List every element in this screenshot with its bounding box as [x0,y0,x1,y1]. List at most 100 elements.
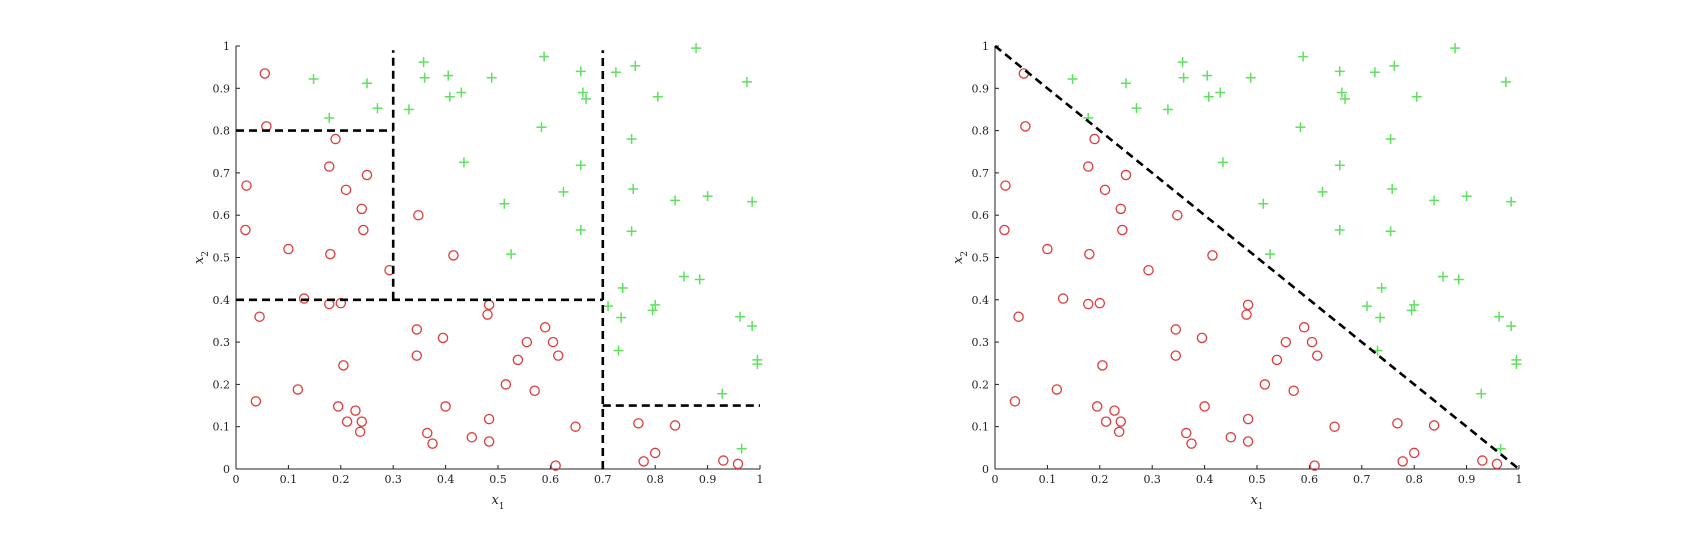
plus-point [558,186,569,197]
y-tick-label: 0.6 [213,209,231,222]
circle-point [324,161,335,172]
plus-point [1506,321,1517,332]
circle-point [483,299,495,311]
plus-point [1121,78,1131,89]
plus-point [613,345,624,356]
circle-point [1225,432,1237,443]
plus-point [1495,443,1506,454]
plus-point [1178,72,1189,83]
circle-point [649,447,661,459]
plus-point [1369,67,1380,78]
plus-point [1217,157,1228,168]
circle-point [1172,209,1183,221]
circle-point [1009,396,1021,407]
circle-point [1084,248,1095,260]
plus-point [1298,51,1309,62]
circle-point [1013,311,1024,322]
plus-point [499,198,510,209]
circle-point [332,401,344,412]
x-tick-label: 0.4 [1196,473,1214,486]
y-tick-label: 0.5 [972,252,990,265]
plus-point [1340,93,1351,104]
y-tick-label: 0 [982,463,989,476]
circle-point [1181,427,1192,439]
plus-point [1202,70,1213,81]
circle-point [427,438,438,449]
plus-point [1494,311,1505,322]
circle-point [732,458,744,470]
circle-point [448,250,459,261]
circle-point [547,336,559,348]
plus-point [1461,191,1472,202]
plus-point [747,196,758,207]
y-tick-label: 0.3 [972,336,990,349]
circle-point [422,427,433,439]
circle-point [482,309,493,320]
decision-boundary [994,44,1520,471]
plus-point [1215,87,1226,98]
x-tick-label: 0.9 [699,473,717,486]
circle-point [241,180,252,191]
circle-point [1408,447,1420,459]
plus-point [1406,305,1417,316]
circle-point [483,413,495,425]
circle-point [669,420,681,431]
plus-point [575,225,586,236]
circle-point [483,436,495,447]
plus-point [1177,57,1188,68]
plus-point [458,157,469,168]
x-tick-label: 0.4 [437,473,455,486]
circle-point [1115,416,1127,427]
x-tick-label: 1 [757,473,764,486]
plus-point [1429,195,1440,206]
circle-point [553,350,564,361]
plus-point [647,305,658,316]
plus-point [617,282,628,293]
plus-point [1500,76,1511,87]
circle-point [340,184,352,196]
circle-point [1113,426,1125,438]
plus-point [1409,299,1420,310]
plus-point [1362,301,1373,312]
plus-point [536,122,547,133]
y-tick-label: 0.2 [972,378,990,391]
right-plot: 0 0.1 0.2 0.3 0.4 0.5 0.6 0.7 0.8 0.9 1 0 0.1 0.2 0.3 0… [951,40,1523,512]
plus-point [324,112,335,123]
circle-point [1117,224,1128,236]
circle-point [437,332,449,344]
circle-point [330,133,341,145]
plus-point [418,57,429,68]
plus-point [650,299,661,310]
plus-point [626,226,637,237]
circle-point [570,421,581,432]
circle-point [440,401,451,412]
circle-point [1186,438,1197,449]
y-tick-label: 0 [223,463,230,476]
y-tick-label: 0.1 [972,421,990,434]
circle-point [1099,184,1111,196]
plus-point [1245,72,1256,83]
circle-point [1207,250,1218,261]
x-tick-label: 0.5 [1248,473,1266,486]
circle-point [1397,456,1408,467]
x-tick-label: 0.3 [384,473,402,486]
circle-point [411,350,423,361]
circle-point [1242,436,1254,447]
circle-point [512,354,524,366]
circle-point [358,224,369,236]
x-tick-label: 0.8 [1405,473,1423,486]
circle-point [411,324,423,335]
circle-point [1329,421,1340,432]
circle-point [350,405,361,416]
circle-point [254,311,265,322]
circle-point [550,460,561,471]
circle-point [356,203,368,215]
plus-point [581,93,592,104]
plus-point [691,43,702,54]
plus-point [616,312,627,323]
plus-point [1334,160,1345,171]
plus-point [362,78,372,89]
plus-point [626,134,637,145]
circle-point [1241,309,1252,320]
